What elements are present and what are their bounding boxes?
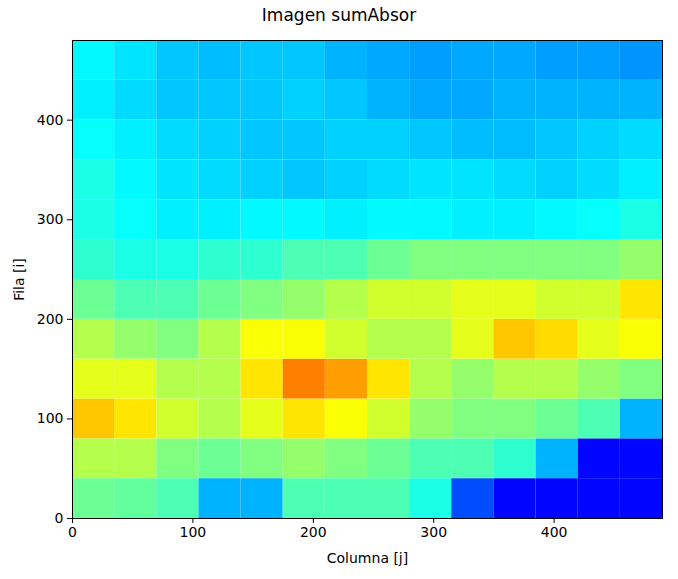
svg-text:Columna [j]: Columna [j]: [327, 550, 408, 566]
svg-text:300: 300: [37, 211, 64, 227]
svg-text:Fila [i]: Fila [i]: [11, 258, 27, 301]
svg-text:0: 0: [55, 510, 64, 526]
svg-text:200: 200: [37, 311, 64, 327]
html-text:Imagen sumAbsor: Imagen sumAbsor: [261, 5, 417, 25]
svg-text:300: 300: [420, 524, 447, 540]
svg-text:100: 100: [180, 524, 207, 540]
svg-text:400: 400: [541, 524, 568, 540]
svg-text:400: 400: [37, 112, 64, 128]
svg-text:0: 0: [68, 524, 77, 540]
svg-text:100: 100: [37, 410, 64, 426]
svg-text:200: 200: [300, 524, 327, 540]
